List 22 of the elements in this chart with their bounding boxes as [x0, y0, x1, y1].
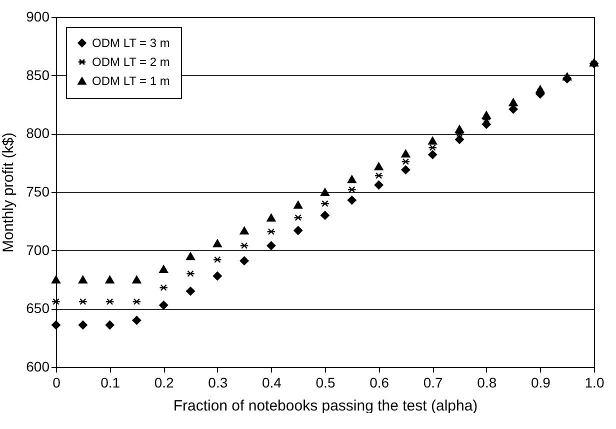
- legend-label: ODM LT = 2 m: [92, 55, 170, 69]
- legend-label: ODM LT = 1 m: [92, 74, 170, 88]
- x-tick-label: 0.7: [423, 374, 444, 390]
- y-tick-label: 600: [26, 358, 50, 374]
- x-tick-label: 0.5: [316, 374, 336, 390]
- y-axis-title: Monthly profit (k$): [0, 132, 18, 253]
- x-tick-label: 0.2: [154, 374, 174, 390]
- y-tick-label: 900: [26, 8, 50, 24]
- x-tick-label: 0.3: [208, 374, 228, 390]
- legend-label: ODM LT = 3 m: [92, 36, 170, 50]
- y-tick-label: 800: [26, 125, 50, 142]
- y-tick-label: 700: [26, 242, 50, 258]
- y-tick-label: 750: [26, 184, 50, 200]
- x-tick-label: 0.9: [530, 374, 551, 390]
- x-tick-label: 0.6: [370, 374, 390, 390]
- x-tick-label: 1.0: [584, 374, 604, 390]
- y-tick-label: 850: [26, 66, 50, 83]
- y-tick-label: 650: [26, 300, 50, 316]
- x-tick-label: 0: [52, 374, 61, 390]
- x-tick-label: 0.1: [100, 374, 120, 390]
- x-tick-label: 0.8: [477, 374, 497, 390]
- x-tick-label: 0.4: [262, 374, 282, 390]
